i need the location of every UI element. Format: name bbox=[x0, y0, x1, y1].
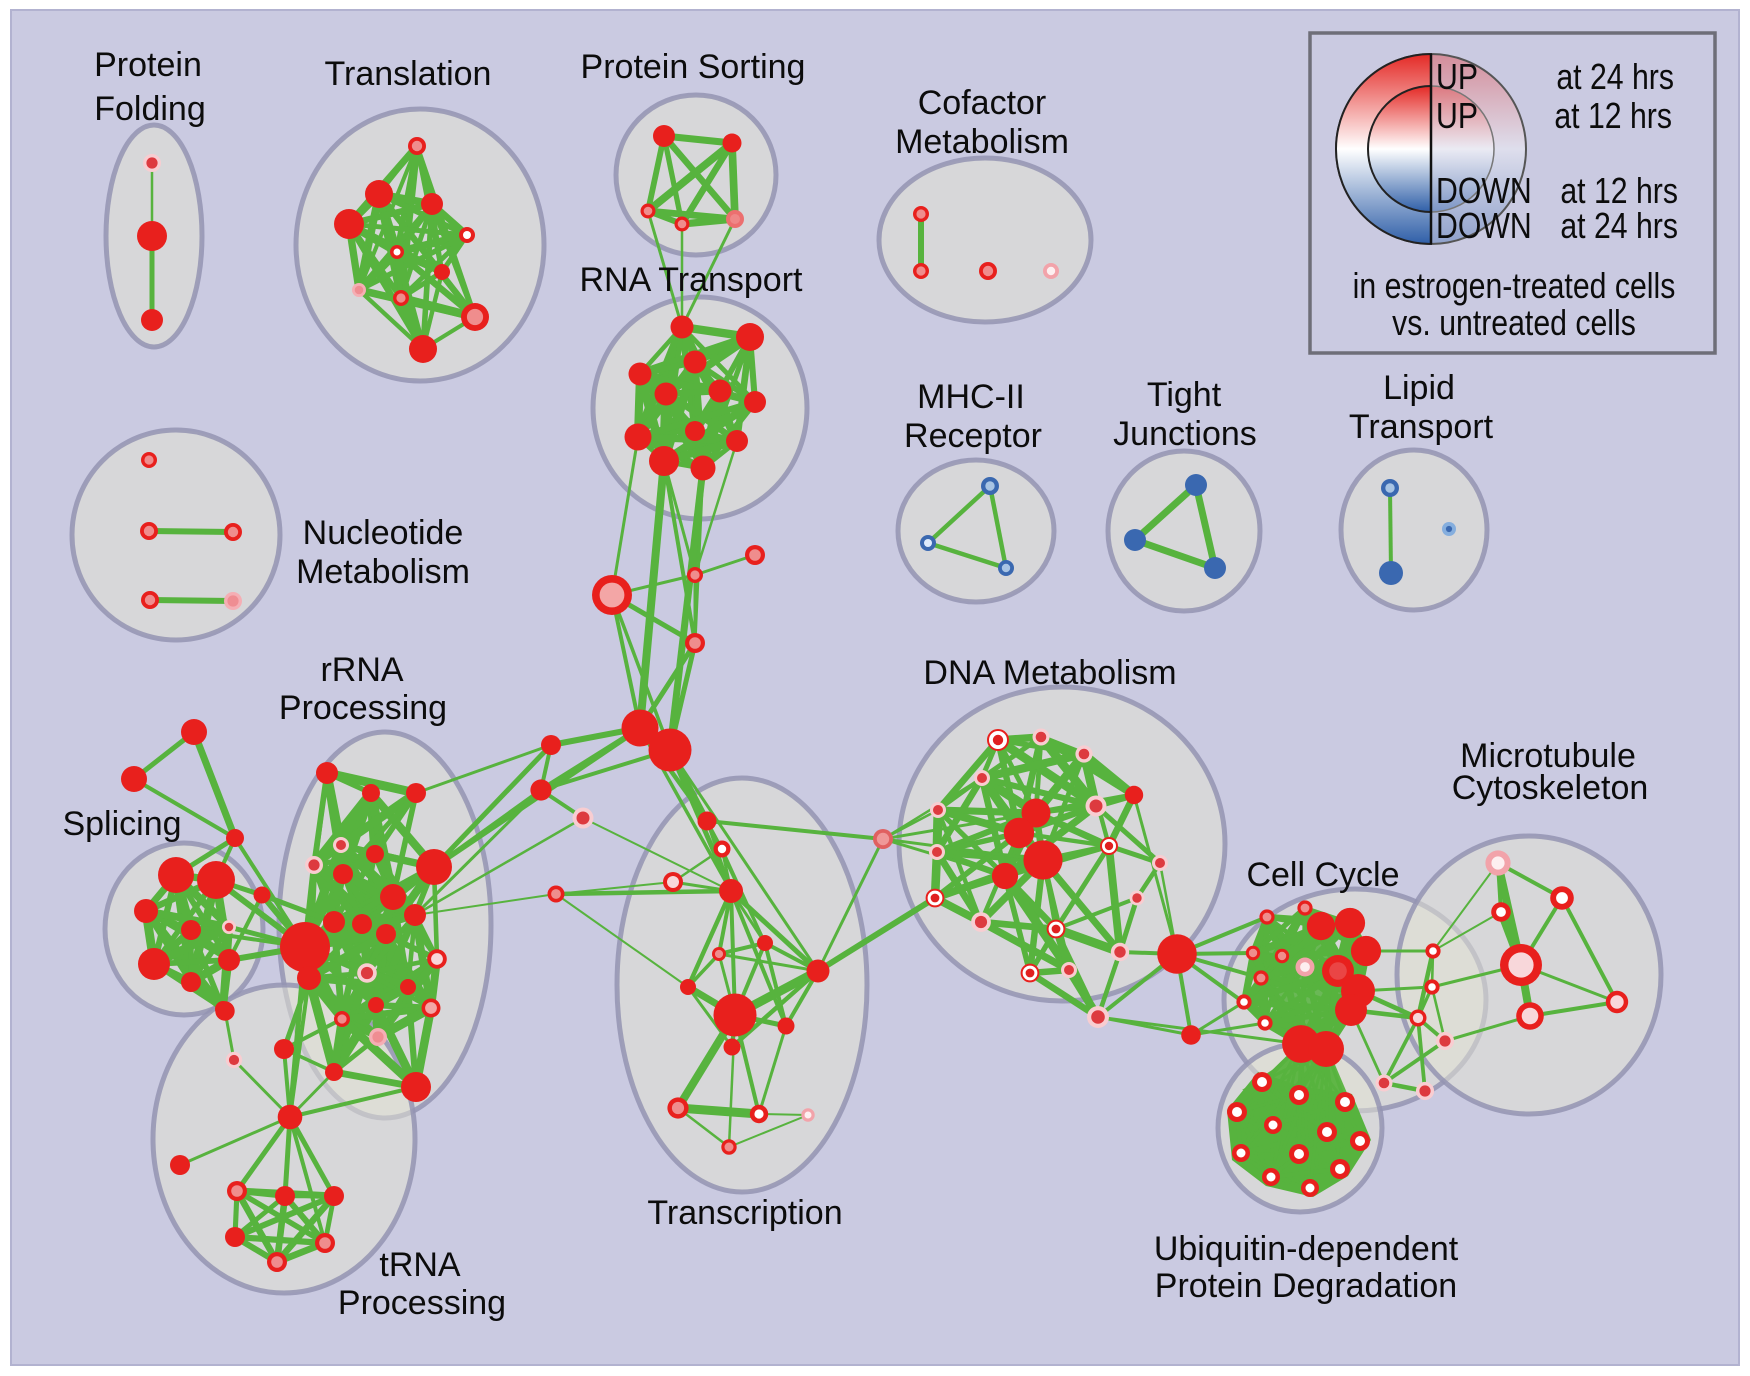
svg-text:Tight: Tight bbox=[1147, 376, 1222, 414]
svg-text:Cytoskeleton: Cytoskeleton bbox=[1452, 769, 1649, 807]
svg-text:Protein Sorting: Protein Sorting bbox=[581, 48, 806, 86]
svg-text:Cofactor: Cofactor bbox=[918, 84, 1047, 122]
svg-text:Receptor: Receptor bbox=[904, 417, 1042, 455]
svg-text:at 24 hrs: at 24 hrs bbox=[1560, 207, 1678, 247]
svg-text:Metabolism: Metabolism bbox=[895, 123, 1069, 161]
svg-text:Transport: Transport bbox=[1349, 408, 1494, 446]
svg-text:Nucleotide: Nucleotide bbox=[303, 514, 464, 552]
svg-text:Lipid: Lipid bbox=[1383, 369, 1455, 407]
svg-text:Ubiquitin-dependent: Ubiquitin-dependent bbox=[1154, 1230, 1459, 1268]
svg-text:Microtubule: Microtubule bbox=[1460, 737, 1636, 775]
svg-text:rRNA: rRNA bbox=[320, 651, 403, 689]
svg-text:UP: UP bbox=[1436, 58, 1478, 98]
svg-text:Transcription: Transcription bbox=[647, 1194, 842, 1232]
svg-text:Protein: Protein bbox=[94, 46, 202, 84]
svg-text:UP: UP bbox=[1436, 97, 1478, 137]
svg-text:Metabolism: Metabolism bbox=[296, 553, 470, 591]
svg-text:vs. untreated cells: vs. untreated cells bbox=[1392, 304, 1636, 344]
svg-text:Protein Degradation: Protein Degradation bbox=[1155, 1267, 1457, 1305]
svg-text:Translation: Translation bbox=[325, 55, 492, 93]
svg-text:at 12 hrs: at 12 hrs bbox=[1554, 97, 1672, 137]
svg-text:tRNA: tRNA bbox=[379, 1246, 461, 1284]
svg-text:RNA Transport: RNA Transport bbox=[580, 261, 804, 299]
svg-text:Folding: Folding bbox=[94, 90, 206, 128]
svg-text:DOWN: DOWN bbox=[1436, 207, 1532, 247]
svg-text:at 12 hrs: at 12 hrs bbox=[1560, 172, 1678, 212]
svg-text:Processing: Processing bbox=[279, 689, 447, 727]
svg-text:Processing: Processing bbox=[338, 1284, 506, 1322]
svg-text:Junctions: Junctions bbox=[1113, 415, 1257, 453]
svg-text:in estrogen-treated cells: in estrogen-treated cells bbox=[1353, 267, 1676, 307]
svg-text:Splicing: Splicing bbox=[62, 805, 181, 843]
svg-text:DOWN: DOWN bbox=[1436, 172, 1532, 212]
svg-text:MHC-II: MHC-II bbox=[917, 378, 1025, 416]
svg-text:at 24 hrs: at 24 hrs bbox=[1556, 58, 1674, 98]
svg-text:Cell Cycle: Cell Cycle bbox=[1246, 856, 1399, 894]
svg-text:DNA Metabolism: DNA Metabolism bbox=[923, 654, 1176, 692]
